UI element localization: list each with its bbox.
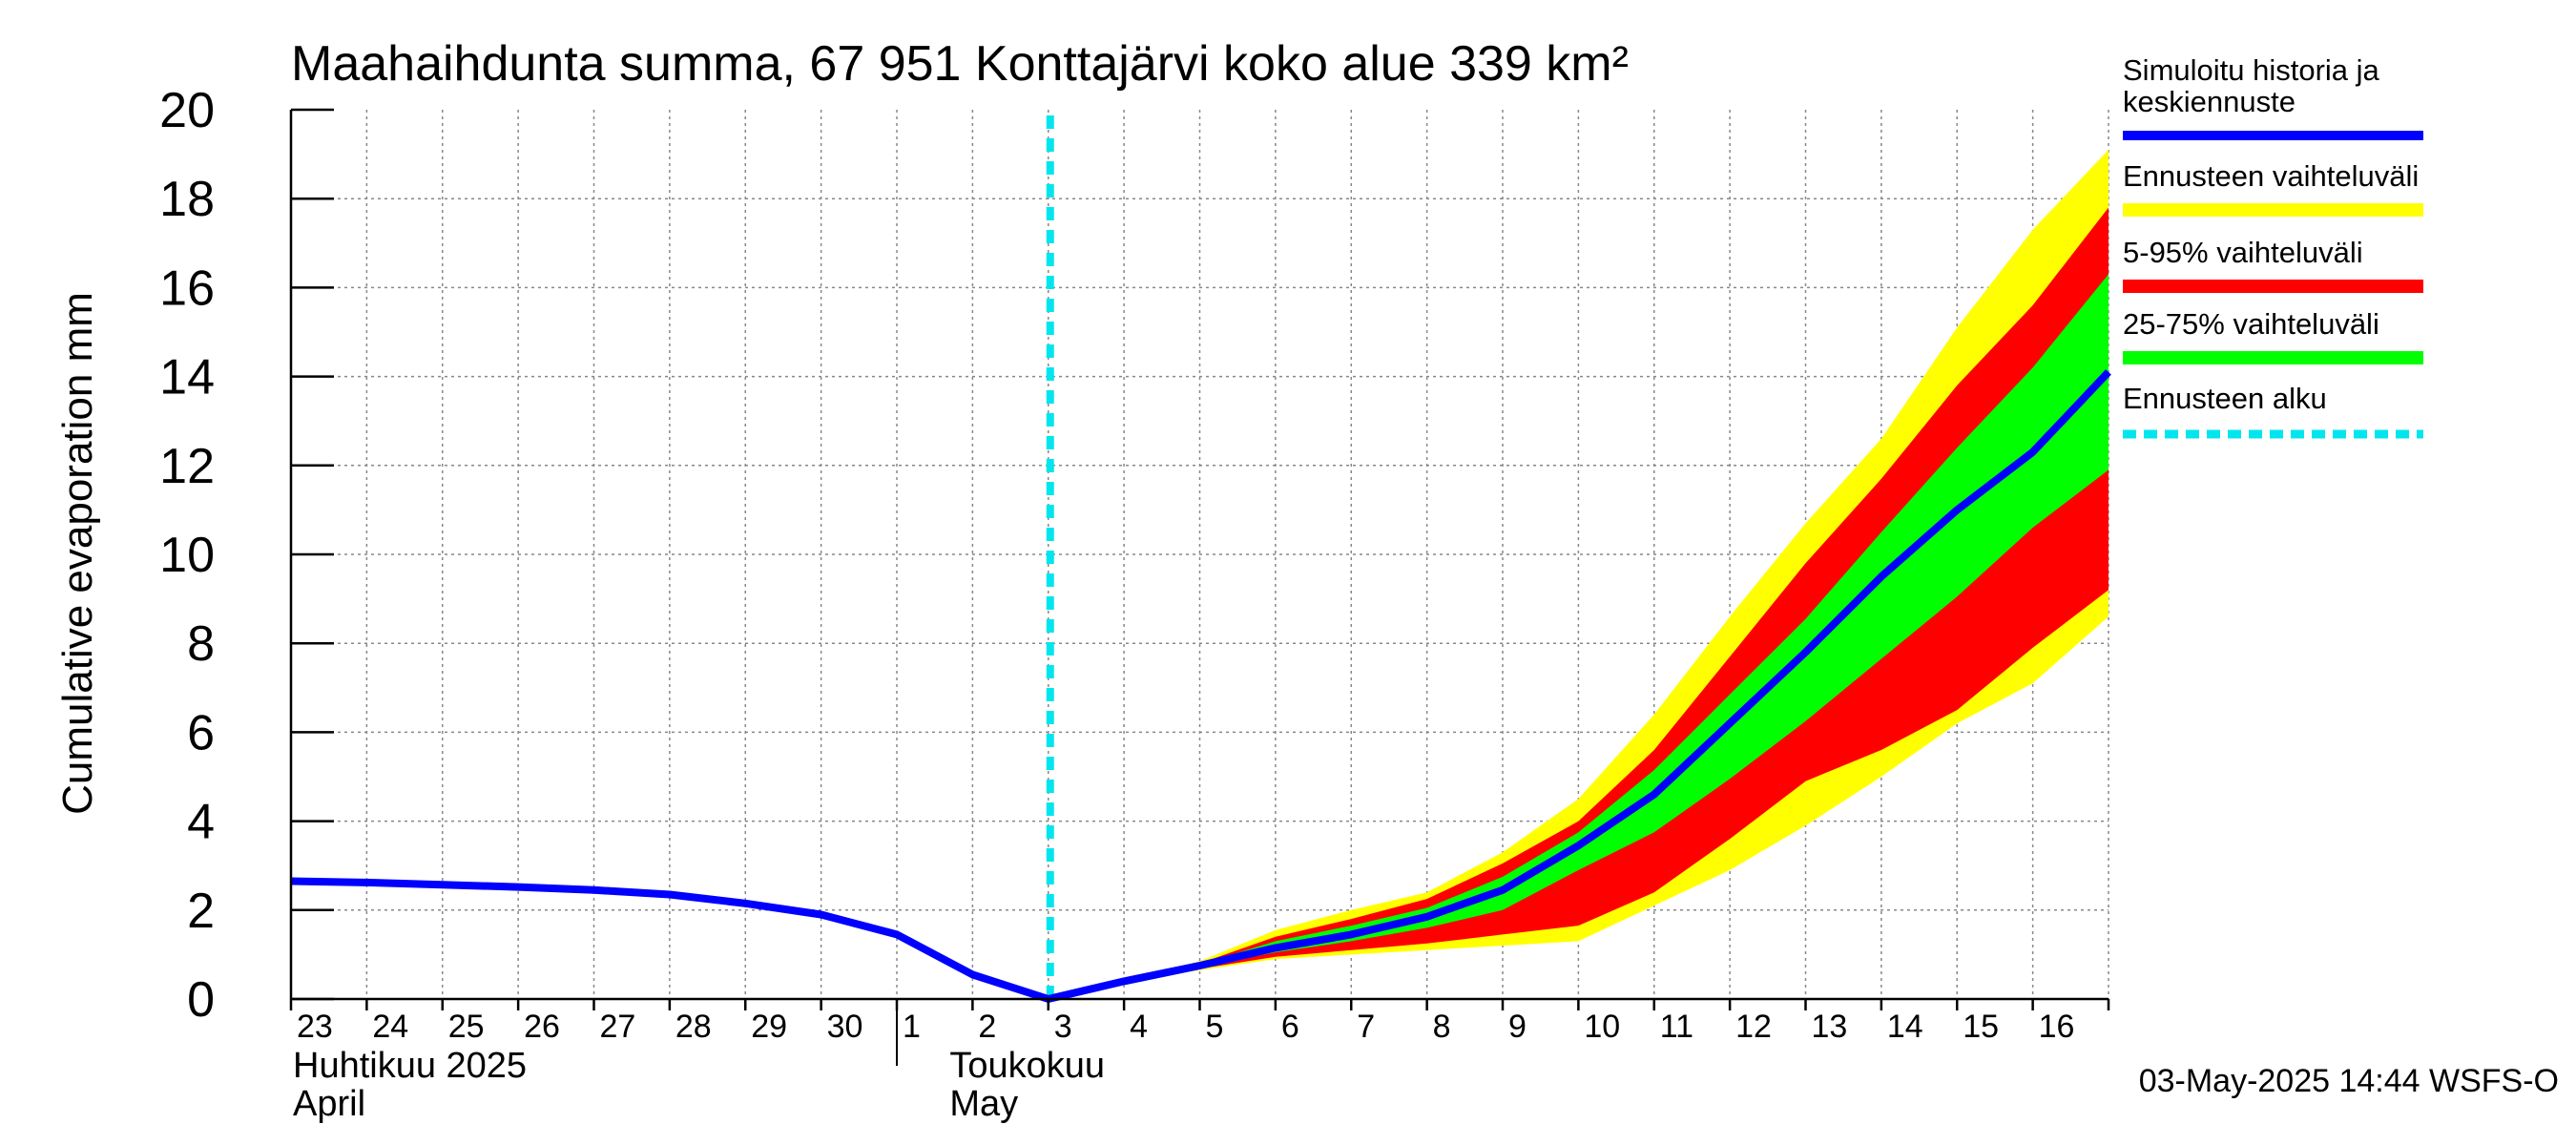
grid-layer <box>291 110 2109 999</box>
x-tick-label: 8 <box>1433 1009 1451 1045</box>
legend-label-mean-line2: keskiennuste <box>2123 85 2296 118</box>
x-tick-label: 10 <box>1584 1009 1620 1045</box>
x-tick-label: 4 <box>1130 1009 1148 1045</box>
x-tick-label: 15 <box>1963 1009 1999 1045</box>
x-tick-label: 12 <box>1735 1009 1772 1045</box>
y-tick-label: 12 <box>159 439 215 494</box>
month-label-en-april: April <box>293 1084 365 1124</box>
y-tick-label: 8 <box>187 616 215 672</box>
month-label-fi-may: Toukokuu <box>949 1046 1105 1086</box>
x-tick-label: 23 <box>297 1009 333 1045</box>
x-tick-label: 7 <box>1357 1009 1375 1045</box>
legend-label-forecast-start: Ennusteen alku <box>2123 382 2327 415</box>
legend-label-25-75: 25-75% vaihteluväli <box>2123 307 2379 341</box>
month-label-fi-april: Huhtikuu 2025 <box>293 1046 527 1086</box>
legend-label-5-95: 5-95% vaihteluväli <box>2123 236 2363 269</box>
y-tick-label: 10 <box>159 528 215 583</box>
chart-title: Maahaihdunta summa, 67 951 Konttajärvi k… <box>291 36 1629 92</box>
y-tick-label: 4 <box>187 795 215 850</box>
x-tick-label: 2 <box>978 1009 996 1045</box>
band-full-range <box>1048 149 2109 999</box>
x-tick-label: 13 <box>1812 1009 1848 1045</box>
legend-label-mean-line1: Simuloitu historia ja <box>2123 53 2380 87</box>
x-tick-label: 26 <box>524 1009 560 1045</box>
x-tick-label: 6 <box>1281 1009 1299 1045</box>
x-tick-label: 25 <box>448 1009 485 1045</box>
y-tick-label: 0 <box>187 972 215 1028</box>
month-label-en-may: May <box>949 1084 1018 1124</box>
x-tick-label: 3 <box>1054 1009 1072 1045</box>
x-tick-label: 5 <box>1206 1009 1224 1045</box>
x-tick-label: 9 <box>1508 1009 1527 1045</box>
footer-timestamp: 03-May-2025 14:44 WSFS-O <box>2139 1063 2559 1099</box>
x-tick-label: 29 <box>751 1009 787 1045</box>
y-tick-label: 2 <box>187 884 215 939</box>
x-tick-label: 14 <box>1887 1009 1923 1045</box>
x-tick-label: 11 <box>1660 1009 1693 1045</box>
x-tick-label: 24 <box>372 1009 408 1045</box>
x-tick-label: 27 <box>600 1009 636 1045</box>
bands-layer <box>1048 149 2109 999</box>
x-tick-label: 28 <box>675 1009 712 1045</box>
x-tick-label: 16 <box>2039 1009 2075 1045</box>
legend-label-full-range: Ennusteen vaihteluväli <box>2123 159 2419 193</box>
y-axis-label: Cumulative evaporation mm <box>54 292 101 815</box>
x-tick-label: 1 <box>903 1009 921 1045</box>
y-tick-label: 16 <box>159 260 215 316</box>
y-tick-label: 6 <box>187 705 215 760</box>
band-25-75 <box>1048 274 2109 999</box>
mean-series-line <box>290 369 2111 1003</box>
y-tick-label: 18 <box>159 172 215 227</box>
lines-layer <box>290 115 2111 1003</box>
x-tick-label: 30 <box>827 1009 863 1045</box>
y-tick-label: 14 <box>159 350 215 406</box>
y-tick-label: 20 <box>159 83 215 138</box>
